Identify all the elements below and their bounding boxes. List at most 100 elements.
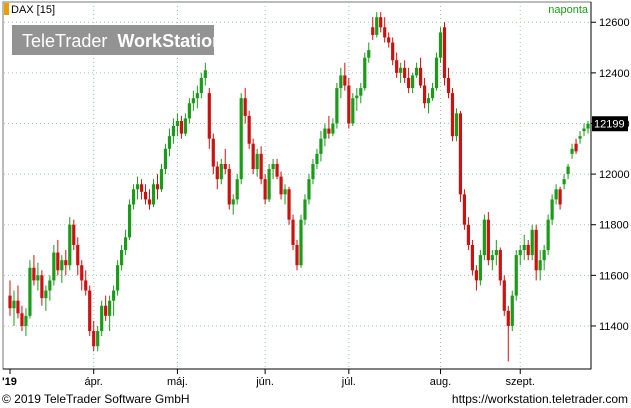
candle-body [490,255,494,261]
candle [135,176,140,200]
watermark-brand-bold: WorkStation [117,31,223,51]
candle-body [179,120,184,134]
candle-body [135,184,140,190]
candle [44,285,48,311]
candle [450,88,455,142]
candle [351,93,355,127]
x-axis: '19 ápr. máj. jún. júl. aug. szept. [2,368,591,388]
candle-body [434,57,439,89]
candle [36,262,40,291]
candle-body [183,118,187,134]
candle [100,300,104,337]
candle [538,250,542,281]
candle [566,163,570,180]
candle-body [44,290,48,299]
candle-body [12,300,16,309]
candle-body [20,313,24,326]
candle [227,163,231,210]
candle-body [307,179,311,200]
candle-body [199,77,203,94]
candle [191,90,195,111]
candle-body [24,315,28,326]
website-link[interactable]: https://workstation.teletrader.com [451,392,628,406]
candle-body [159,169,164,190]
candle [199,72,203,99]
candle-body [100,305,104,332]
watermark: TeleTrader WorkStation [12,25,223,55]
candle-body [223,163,227,170]
candle [399,62,403,83]
x-tick-label: ápr. [85,376,103,388]
candle [426,93,431,114]
candle-body [411,75,415,89]
candle-body [586,123,590,129]
candle-body [466,224,471,245]
candle [319,131,323,162]
candle-body [359,88,363,96]
candle-body [211,138,215,167]
candle-body [235,179,239,200]
candle [283,184,287,205]
candle-body [566,166,570,175]
header-symbol: DAX [15] [4,3,55,16]
candle [514,250,518,301]
candle [32,255,36,286]
candle [259,146,263,185]
candle-body [538,260,542,271]
candle [183,113,187,137]
candle-body [303,199,307,220]
candle [20,305,24,332]
candle [303,194,307,225]
candle-body [239,98,243,180]
candle [446,67,451,99]
candle [582,123,586,137]
candle [395,52,399,78]
candle [482,214,486,261]
candle [371,17,375,40]
y-axis: 11400116001180012000122001240012600 [590,2,630,369]
candle-body [60,260,64,271]
candle-body [171,126,176,137]
candle [287,186,291,225]
candle [155,174,160,200]
candle [108,295,112,332]
candle [307,174,311,205]
candle-body [247,115,251,144]
candle [179,115,184,139]
candle [486,212,490,266]
symbol-label: DAX [15] [11,4,55,16]
grid-lines [4,2,590,369]
candle [442,22,447,86]
candle [554,184,558,205]
candle [331,118,335,137]
candle-body [486,219,490,261]
candle-body [446,77,451,94]
candle-body [123,237,128,251]
candle-body [267,169,271,200]
candle [28,260,32,319]
candle [550,194,554,225]
candle [387,32,391,48]
candle [207,88,211,149]
candle-body [28,267,32,316]
candle [518,244,522,266]
candle-body [558,189,562,205]
candle-body [403,67,407,78]
candle-body [418,67,423,86]
candle [215,161,219,190]
candle-body [311,163,315,180]
candle-body [32,267,36,281]
candle-body [399,67,403,73]
candle-body [426,98,431,104]
candle-body [546,219,550,251]
last-price-value: 12199 [594,119,625,131]
candle [60,255,64,283]
candle-body [363,57,367,89]
candle [570,143,574,159]
candle-body [279,176,283,195]
y-tick-label: 12600 [599,17,630,29]
candle-body [542,250,546,261]
candle [211,133,215,175]
candle [151,179,156,208]
candle [195,85,199,109]
